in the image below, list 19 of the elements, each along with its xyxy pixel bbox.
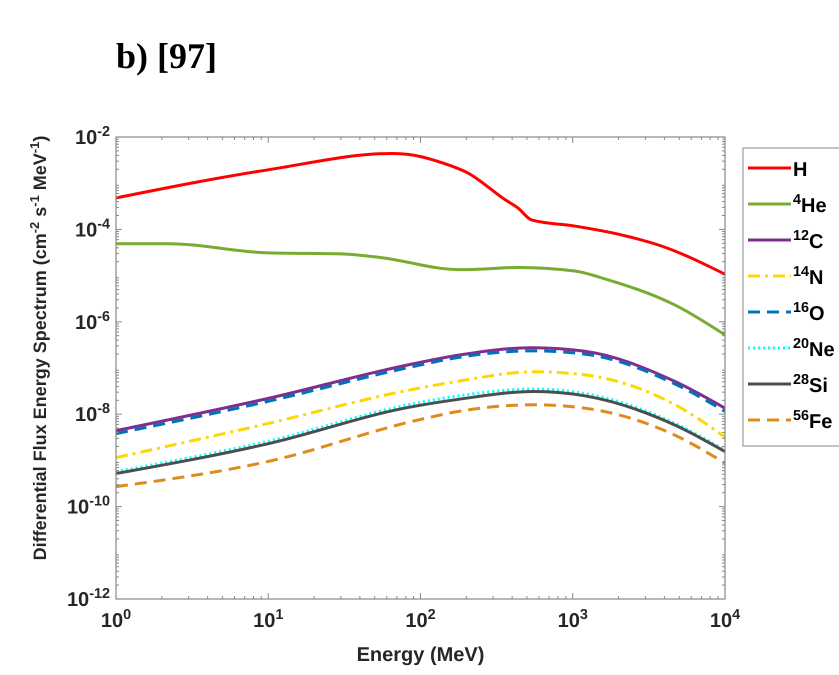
legend-label: $^{12}$C: [793, 228, 824, 253]
legend-label: $^{4}$He: [793, 192, 827, 217]
x-tick-label: 10$^{2}$: [405, 607, 436, 632]
x-tick-label: 10$^{3}$: [558, 607, 588, 632]
y-tick-label: 10$^{-6}$: [74, 308, 110, 334]
legend-label: $^{16}$O: [793, 300, 825, 325]
y-tick-label: 10$^{-2}$: [74, 124, 110, 149]
y-tick-label: 10$^{-10}$: [66, 494, 110, 519]
legend-label: $^{28}$Si: [793, 372, 828, 397]
chart-title: b) [97]: [116, 36, 217, 76]
legend-label: H: [793, 159, 808, 181]
y-tick-label: 10$^{-4}$: [74, 216, 110, 242]
y-tick-label: 10$^{-8}$: [74, 401, 110, 426]
legend-label: $^{14}$N: [793, 264, 824, 289]
legend-label: $^{20}$Ne: [793, 336, 835, 361]
x-tick-label: 10$^{1}$: [253, 607, 284, 632]
x-axis-title: Energy (MeV): [356, 644, 484, 666]
x-tick-label: 10$^{4}$: [710, 607, 740, 632]
legend-label: $^{56}$Fe: [793, 408, 832, 433]
